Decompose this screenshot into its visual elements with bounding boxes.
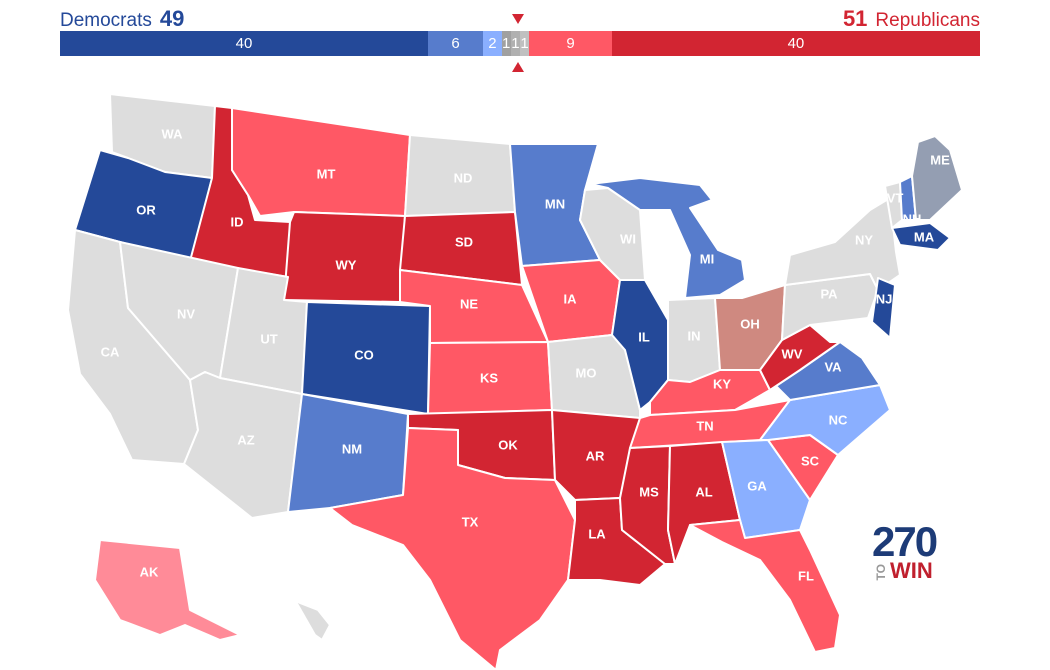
- seat-segment: 1: [501, 31, 511, 56]
- state-ma[interactable]: [891, 222, 951, 251]
- majority-marker-bottom-icon: [512, 62, 524, 72]
- seat-segment: 40: [611, 31, 980, 56]
- state-label-wv: WV: [782, 346, 803, 361]
- state-mi[interactable]: [589, 177, 746, 299]
- state-label-nj: NJ: [876, 291, 893, 306]
- state-label-nc: NC: [829, 412, 848, 427]
- state-ak[interactable]: [94, 539, 241, 641]
- seat-segment: 1: [519, 31, 530, 56]
- state-label-ks: KS: [480, 370, 498, 385]
- seat-segment: 9: [529, 31, 612, 56]
- state-me[interactable]: [911, 135, 963, 221]
- state-label-in: IN: [688, 328, 701, 343]
- state-fl[interactable]: [689, 519, 841, 653]
- state-nj[interactable]: [871, 277, 896, 339]
- state-label-sd: SD: [455, 234, 473, 249]
- state-label-pa: PA: [820, 286, 838, 301]
- state-ny[interactable]: [784, 197, 901, 291]
- state-label-ak: AK: [140, 564, 159, 579]
- state-label-az: AZ: [237, 432, 254, 447]
- republicans-label: Republicans: [875, 10, 980, 31]
- state-wy[interactable]: [283, 211, 406, 303]
- state-label-nm: NM: [342, 441, 362, 456]
- state-label-nh: NH: [903, 211, 922, 226]
- state-label-ma: MA: [914, 229, 935, 244]
- state-label-vt: VT: [887, 190, 904, 205]
- state-label-hi: HI: [316, 638, 329, 653]
- democrats-label: Democrats: [60, 10, 152, 31]
- seat-bar: 40 6 2 1 1 1 9 40: [60, 31, 980, 56]
- state-label-mo: MO: [576, 365, 597, 380]
- state-label-il: IL: [638, 329, 650, 344]
- state-label-ia: IA: [564, 291, 578, 306]
- state-label-or: OR: [136, 202, 156, 217]
- democrats-count: 49: [159, 6, 185, 31]
- state-label-la: LA: [588, 526, 606, 541]
- state-label-nv: NV: [177, 306, 195, 321]
- state-label-ca: CA: [101, 344, 120, 359]
- state-label-al: AL: [695, 484, 712, 499]
- republicans-total: 51 Republicans: [843, 6, 980, 32]
- seat-segment: 2: [483, 31, 502, 56]
- state-label-mn: MN: [545, 196, 565, 211]
- state-label-ms: MS: [639, 484, 659, 499]
- state-label-ok: OK: [498, 437, 518, 452]
- seat-count-header: Democrats 49 51 Republicans: [60, 0, 980, 72]
- state-label-nd: ND: [454, 170, 473, 185]
- logo-to: TO: [874, 564, 888, 581]
- us-senate-map: WA OR CA ID NV MT WY UT AZ CO NM ND SD NE KS OK TX MN IA MO…: [67, 93, 963, 670]
- state-label-co: CO: [354, 347, 374, 362]
- state-mt[interactable]: [231, 107, 411, 217]
- state-wv[interactable]: [759, 324, 841, 391]
- state-label-ar: AR: [586, 448, 605, 463]
- majority-marker-top-icon: [512, 14, 524, 24]
- state-label-ky: KY: [713, 376, 731, 391]
- state-label-oh: OH: [740, 316, 760, 331]
- state-label-id: ID: [231, 214, 244, 229]
- state-label-va: VA: [824, 359, 842, 374]
- state-label-ny: NY: [855, 232, 873, 247]
- state-label-sc: SC: [801, 453, 820, 468]
- state-hi[interactable]: [294, 599, 331, 641]
- republicans-count: 51: [842, 6, 868, 31]
- seat-segment: 40: [60, 31, 428, 56]
- state-label-ut: UT: [260, 331, 277, 346]
- state-label-mt: MT: [317, 166, 336, 181]
- seat-segment: 6: [428, 31, 484, 56]
- 270towin-logo[interactable]: 270 TO WIN: [872, 518, 952, 588]
- state-label-wi: WI: [620, 231, 636, 246]
- democrats-total: Democrats 49: [60, 6, 184, 32]
- seat-segment: 1: [510, 31, 520, 56]
- state-label-ne: NE: [460, 296, 478, 311]
- state-label-tx: TX: [462, 514, 479, 529]
- state-tx[interactable]: [329, 427, 576, 670]
- state-label-tn: TN: [696, 418, 713, 433]
- state-label-ga: GA: [747, 478, 767, 493]
- state-label-mi: MI: [700, 251, 714, 266]
- state-label-me: ME: [930, 152, 950, 167]
- state-label-wa: WA: [162, 126, 184, 141]
- logo-win: WIN: [890, 558, 933, 583]
- logo-270: 270: [872, 518, 938, 565]
- state-label-fl: FL: [798, 568, 814, 583]
- state-label-wy: WY: [336, 257, 357, 272]
